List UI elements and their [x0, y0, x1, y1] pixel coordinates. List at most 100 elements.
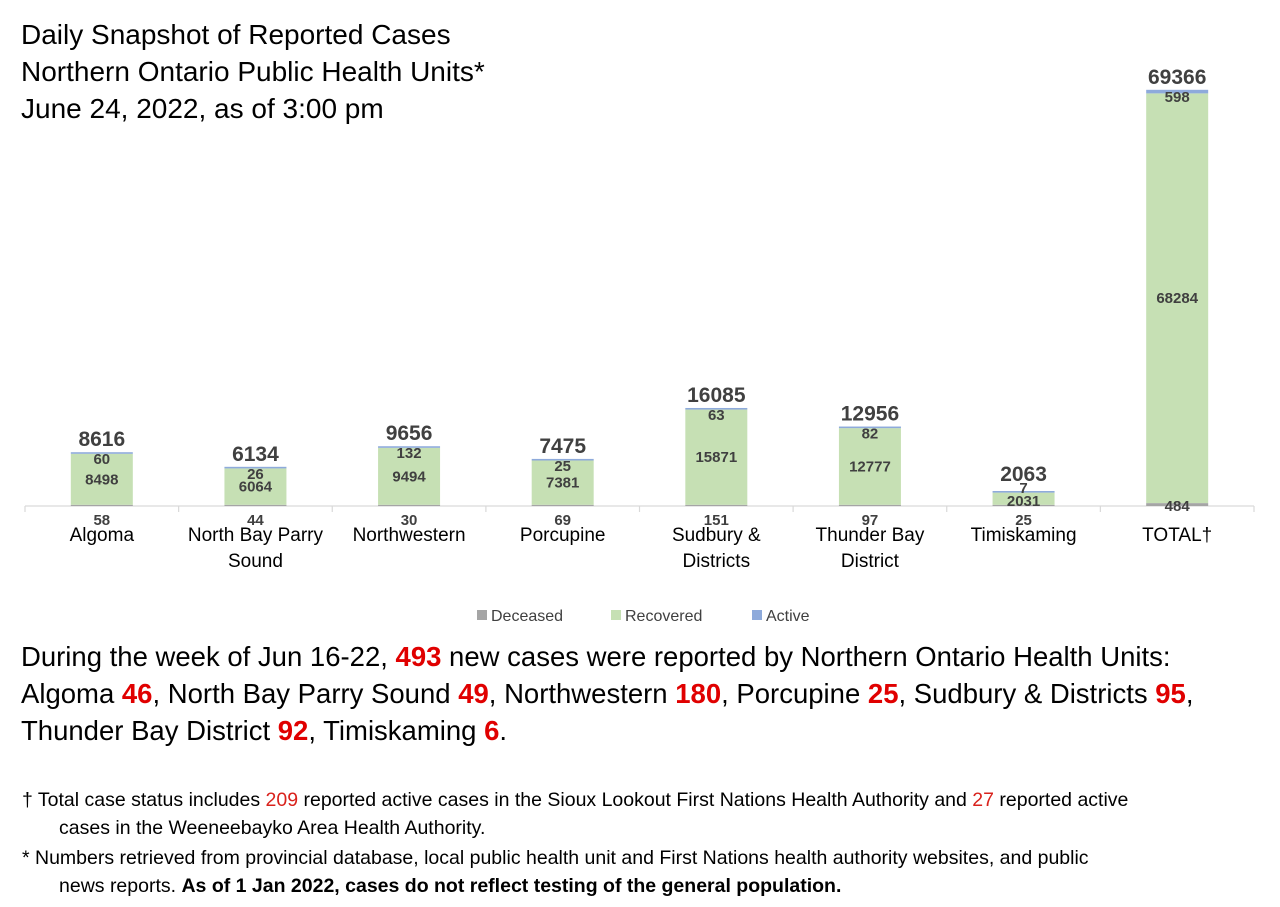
footnote-text: reported active cases in the Sioux Looko…	[298, 789, 973, 811]
data-label-total: 6134	[232, 443, 279, 466]
footnote-sources-line-2: news reports. As of 1 Jan 2022, cases do…	[22, 872, 1089, 900]
bar-recovered	[685, 409, 748, 505]
data-label-recovered: 12777	[849, 458, 891, 475]
bar-recovered	[1146, 93, 1209, 504]
summary-separator: ,	[488, 678, 505, 709]
bar-recovered	[70, 453, 133, 505]
footnote-text: reported active	[993, 789, 1129, 811]
bar-active	[531, 458, 594, 461]
bar-active	[685, 407, 748, 410]
bar-recovered	[838, 428, 901, 505]
data-label-total: 69366	[1148, 66, 1206, 89]
footnote-text: news reports.	[59, 875, 182, 897]
summary-intro-end: new cases were reported by Northern Onta…	[441, 641, 1171, 672]
x-tick-label: Districts	[683, 551, 751, 572]
footnote-total-line-2: cases in the Weeneebayko Area Health Aut…	[59, 817, 486, 839]
bar-deceased	[70, 504, 133, 506]
summary-line-1: During the week of Jun 16-22, 493 new ca…	[21, 638, 1271, 675]
weekly-summary: During the week of Jun 16-22, 493 new ca…	[21, 638, 1271, 749]
summary-line-3: Thunder Bay District 92, Timiskaming 6.	[21, 712, 1271, 749]
summary-unit-value: 49	[458, 678, 489, 709]
summary-separator: ,	[898, 678, 914, 709]
summary-unit-name: Algoma	[21, 678, 122, 709]
summary-separator: ,	[721, 678, 737, 709]
summary-separator: ,	[1185, 678, 1194, 709]
chart-title: Daily Snapshot of Reported Cases Norther…	[21, 16, 485, 127]
summary-unit-name: Timiskaming	[323, 715, 485, 746]
legend-swatch	[611, 610, 621, 620]
x-tick-label: Thunder Bay	[816, 525, 925, 546]
x-tick-label: North Bay Parry	[188, 525, 324, 546]
bar-active	[224, 466, 287, 469]
bar-recovered	[378, 447, 441, 505]
bar-active	[838, 426, 901, 429]
bar-recovered	[531, 460, 594, 505]
bar-deceased	[685, 504, 748, 506]
bar-recovered	[224, 468, 287, 505]
legend-swatch	[477, 610, 487, 620]
data-label-recovered: 2031	[1007, 493, 1040, 510]
x-tick-label: Northwestern	[353, 525, 466, 546]
data-label-recovered: 6064	[239, 479, 273, 496]
summary-unit-name: Sudbury & Districts	[913, 678, 1156, 709]
footnote-sources-line-1: * Numbers retrieved from provincial data…	[22, 847, 1089, 869]
data-label-recovered: 7381	[546, 475, 579, 492]
summary-unit-value: 92	[277, 715, 309, 746]
data-label-deceased: 69	[554, 512, 571, 529]
summary-unit-value: 6	[484, 715, 500, 746]
data-label-recovered: 9494	[392, 468, 426, 485]
summary-unit-value: 95	[1155, 678, 1186, 709]
summary-unit-name: Northwestern	[504, 678, 676, 709]
summary-separator: ,	[152, 678, 168, 709]
data-label-active: 132	[397, 445, 422, 462]
data-label-deceased: 25	[1015, 512, 1032, 529]
data-label-total: 7475	[539, 435, 586, 458]
summary-unit-value: 46	[121, 678, 153, 709]
summary-unit-value: 180	[675, 678, 722, 709]
bar-deceased	[378, 504, 441, 506]
bar-deceased	[838, 504, 901, 506]
footnote-weeneebayko-count: 27	[972, 789, 994, 811]
x-tick-label: District	[841, 551, 900, 572]
data-label-recovered: 15871	[695, 449, 737, 466]
bar-active	[378, 446, 441, 448]
title-line-2: Northern Ontario Public Health Units*	[21, 56, 485, 87]
data-label-deceased: 151	[704, 512, 729, 529]
summary-intro: During the week of Jun 16-22,	[21, 641, 396, 672]
data-label-active: 63	[708, 407, 725, 424]
x-tick-label: Porcupine	[520, 525, 606, 546]
bar-deceased	[224, 504, 287, 506]
summary-total-new-cases: 493	[395, 641, 442, 672]
x-tick-label: Timiskaming	[971, 525, 1077, 546]
x-tick-label: Algoma	[70, 525, 135, 546]
x-tick-label: TOTAL†	[1142, 525, 1212, 546]
legend-swatch	[752, 610, 762, 620]
bar-deceased	[1146, 503, 1209, 506]
footnote-bold-text: As of 1 Jan 2022, cases do not reflect t…	[181, 875, 842, 897]
legend-label: Active	[766, 608, 810, 625]
data-label-deceased: 30	[401, 512, 418, 529]
legend-label: Recovered	[625, 608, 702, 625]
x-tick-label: Sound	[228, 551, 283, 572]
data-label-deceased: 484	[1165, 498, 1191, 515]
bar-deceased	[992, 504, 1055, 506]
data-label-active: 60	[93, 451, 110, 468]
x-tick-label: Sudbury &	[672, 525, 761, 546]
summary-unit-value: 25	[867, 678, 899, 709]
bar-active	[1146, 89, 1209, 94]
title-line-1: Daily Snapshot of Reported Cases	[21, 19, 451, 50]
data-label-recovered: 8498	[85, 471, 118, 488]
footnote-total-line-1: † Total case status includes 209 reporte…	[22, 786, 1128, 814]
data-label-recovered: 68284	[1156, 290, 1198, 307]
summary-line-2: Algoma 46, North Bay Parry Sound 49, Nor…	[21, 675, 1271, 712]
data-label-total: 16085	[687, 384, 746, 407]
bar-recovered	[992, 492, 1055, 505]
bar-active	[70, 452, 133, 454]
data-label-active: 82	[862, 426, 879, 443]
data-label-active: 7	[1019, 480, 1027, 497]
data-label-deceased: 58	[93, 512, 110, 529]
summary-unit-name: Thunder Bay District	[21, 715, 278, 746]
data-label-active: 26	[247, 466, 264, 483]
footnote-total: † Total case status includes 209 reporte…	[22, 786, 1128, 842]
